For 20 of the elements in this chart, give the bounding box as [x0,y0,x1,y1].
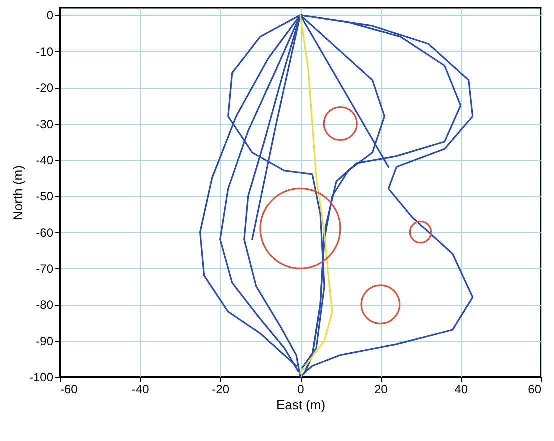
y-tick-label: -100 [29,370,54,384]
x-tick-label: 60 [528,382,542,396]
y-tick-label: 0 [46,8,54,23]
y-axis-title: North (m) [10,166,26,220]
x-axis-title: East (m) [276,398,326,412]
y-tick-label: -70 [36,262,54,276]
y-tick-label: -50 [36,190,54,204]
y-tick-label: -80 [36,298,54,312]
y-tick-label: -20 [36,81,54,96]
y-tick-label: -40 [36,153,54,168]
y-tick-label: -90 [36,334,54,348]
x-tick-label: 0 [298,382,305,396]
x-tick-label: -60 [60,382,78,396]
x-tick-label: 40 [454,382,468,396]
y-tick-label: -30 [36,117,54,132]
x-tick-label: -40 [132,382,150,396]
y-tick-label: -60 [36,226,54,240]
x-tick-label: -20 [212,382,230,396]
y-tick-label: -10 [36,44,54,59]
x-tick-label: 20 [374,382,388,396]
